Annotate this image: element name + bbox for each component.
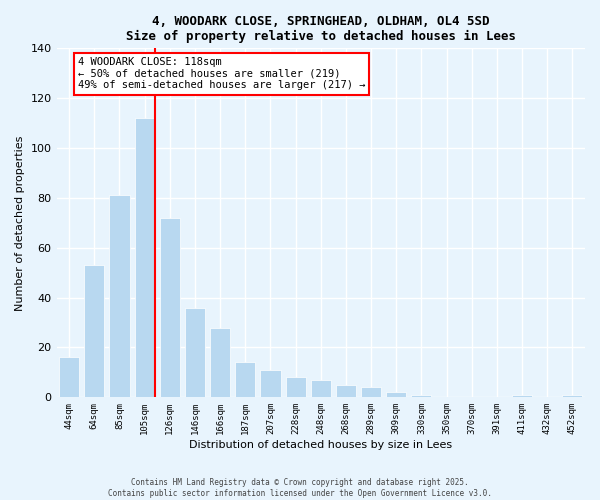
Bar	[286, 378, 305, 398]
Bar	[59, 358, 79, 398]
Bar	[235, 362, 256, 398]
Bar	[412, 395, 431, 398]
Title: 4, WOODARK CLOSE, SPRINGHEAD, OLDHAM, OL4 5SD
Size of property relative to detac: 4, WOODARK CLOSE, SPRINGHEAD, OLDHAM, OL…	[126, 15, 516, 43]
Bar	[311, 380, 331, 398]
Bar	[109, 196, 130, 398]
Y-axis label: Number of detached properties: Number of detached properties	[15, 135, 25, 310]
Bar	[185, 308, 205, 398]
Text: 4 WOODARK CLOSE: 118sqm
← 50% of detached houses are smaller (219)
49% of semi-d: 4 WOODARK CLOSE: 118sqm ← 50% of detache…	[77, 57, 365, 90]
Bar	[84, 265, 104, 398]
Bar	[386, 392, 406, 398]
Bar	[512, 395, 532, 398]
Bar	[210, 328, 230, 398]
X-axis label: Distribution of detached houses by size in Lees: Distribution of detached houses by size …	[189, 440, 452, 450]
Bar	[336, 385, 356, 398]
Bar	[562, 395, 583, 398]
Bar	[361, 388, 381, 398]
Bar	[160, 218, 180, 398]
Bar	[134, 118, 155, 398]
Bar	[260, 370, 281, 398]
Text: Contains HM Land Registry data © Crown copyright and database right 2025.
Contai: Contains HM Land Registry data © Crown c…	[108, 478, 492, 498]
